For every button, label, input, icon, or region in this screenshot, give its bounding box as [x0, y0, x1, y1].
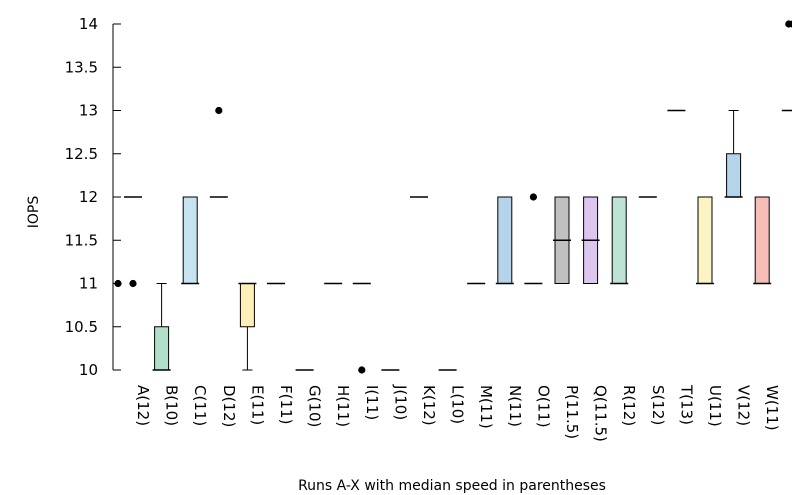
y-axis: 10 10.5 11 11.5 12 12.5 13 13.5 14 — [65, 15, 121, 379]
y-tick-label: 13 — [79, 102, 98, 120]
x-tick-label: F(11) — [277, 385, 295, 424]
y-axis-title: IOPS — [26, 196, 42, 229]
box-C(11) — [181, 196, 200, 285]
x-tick-label: U(11) — [706, 385, 724, 427]
boxes — [114, 20, 792, 374]
outlier-point — [529, 193, 538, 201]
x-tick-label: R(12) — [620, 385, 638, 426]
outlier-point — [358, 366, 366, 374]
box-P(11.5) — [553, 196, 571, 284]
box-B(10) — [152, 283, 171, 371]
x-tick-label: S(12) — [649, 385, 667, 425]
x-tick-label: A(12) — [134, 385, 152, 426]
x-tick-label: M(11) — [477, 385, 495, 429]
box-V(12) — [724, 110, 743, 198]
y-tick-label: 14 — [79, 15, 98, 33]
x-axis-title: Runs A-X with median speed in parenthese… — [298, 478, 606, 494]
iqr-box — [726, 153, 742, 198]
y-tick-label: 12.5 — [65, 145, 98, 163]
y-tick-label: 12 — [79, 188, 98, 206]
x-tick-label: H(11) — [334, 385, 352, 427]
box-W(11) — [753, 196, 772, 285]
x-tick-label: L(10) — [449, 385, 467, 424]
box-O(11) — [524, 193, 543, 285]
x-tick-label: T(13) — [677, 384, 695, 425]
x-tick-label: W(11) — [763, 385, 781, 431]
y-tick-label: 10.5 — [65, 318, 98, 336]
y-tick-label: 13.5 — [65, 58, 98, 76]
x-tick-label: N(11) — [506, 385, 524, 427]
box-R(12) — [610, 196, 629, 285]
x-tick-label: G(10) — [306, 385, 324, 427]
iqr-box — [154, 326, 170, 371]
box-D(12) — [209, 106, 228, 198]
iqr-box — [611, 196, 627, 284]
iqr-box — [497, 196, 513, 284]
box-U(11) — [696, 196, 714, 285]
x-tick-label: C(11) — [191, 385, 209, 426]
x-tick-label: B(10) — [163, 385, 181, 426]
y-tick-label: 10 — [79, 361, 98, 379]
y-tick-label: 11 — [79, 275, 98, 293]
outlier-point — [129, 279, 137, 288]
box-I(11) — [352, 282, 371, 374]
y-tick-label: 11.5 — [65, 231, 98, 249]
x-tick-label: K(12) — [420, 385, 438, 426]
x-tick-label: I(11) — [363, 385, 381, 420]
iqr-box — [754, 196, 770, 284]
x-tick-labels: A(12) B(10) C(11) D(12) E(11) F(11) G(10) H(11)… — [134, 384, 792, 442]
x-tick-label: P(11.5) — [563, 385, 581, 439]
outlier-point — [114, 279, 122, 288]
outlier-point — [215, 106, 223, 115]
x-tick-label: V(12) — [735, 385, 753, 426]
iqr-box — [697, 196, 713, 284]
outlier-point — [789, 20, 792, 28]
x-tick-label: J(10) — [391, 384, 409, 420]
iqr-box — [182, 196, 198, 284]
box-N(11) — [495, 196, 514, 285]
x-tick-label: D(12) — [220, 385, 238, 427]
box-X(13) — [781, 20, 792, 112]
x-tick-label: Q(11.5) — [592, 385, 610, 442]
box-Q(11.5) — [581, 196, 600, 284]
x-tick-label: E(11) — [248, 385, 266, 425]
iqr-box — [239, 283, 255, 328]
box-A(12) — [114, 196, 142, 288]
x-tick-label: O(11) — [534, 385, 552, 428]
box-E(11) — [238, 282, 257, 371]
